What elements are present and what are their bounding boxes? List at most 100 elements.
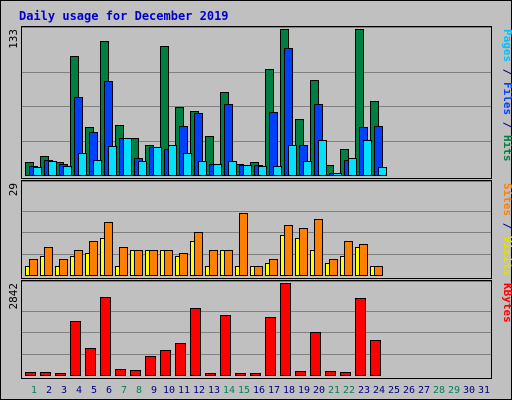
- kbytes-bar-day-2: [40, 372, 51, 376]
- hits_panel-frame: [21, 26, 492, 179]
- sites-bar-day-15: [239, 213, 248, 276]
- pages-bar-day-23: [363, 140, 372, 176]
- kbytes-bar-day-17: [265, 317, 276, 376]
- visits_panel-side-label: Sites / Visits: [501, 183, 512, 276]
- pages-bar-day-18: [288, 145, 297, 176]
- sites-bar-day-14: [224, 250, 233, 276]
- pages-bar-day-4: [78, 153, 87, 176]
- kbytes-bar-day-15: [235, 373, 246, 376]
- kbytes_panel-ymax-label: 2842: [7, 283, 20, 310]
- pages-bar-day-24: [378, 167, 387, 176]
- pages-bar-day-20: [318, 140, 327, 176]
- day-label: 26: [403, 385, 415, 396]
- pages-bar-day-9: [153, 147, 162, 176]
- day-label: 8: [136, 385, 142, 396]
- day-label: 13: [208, 385, 220, 396]
- day-label: 20: [313, 385, 325, 396]
- day-label: 1: [31, 385, 37, 396]
- day-label: 29: [448, 385, 460, 396]
- kbytes-bar-day-20: [310, 332, 321, 376]
- day-label: 9: [151, 385, 157, 396]
- kbytes-bar-day-10: [160, 350, 171, 376]
- pages-bar-day-15: [243, 165, 252, 176]
- sites-bar-day-4: [74, 250, 83, 276]
- visits_panel: 29 Sites / Visits: [7, 180, 512, 279]
- day-label: 4: [76, 385, 82, 396]
- kbytes_panel-side-label: KBytes: [501, 283, 512, 323]
- pages-bar-day-12: [198, 161, 207, 176]
- visits_panel-side-label-part: /: [501, 216, 512, 236]
- pages-bar-day-19: [303, 161, 312, 176]
- pages-bar-day-2: [48, 161, 57, 176]
- kbytes-bar-day-3: [55, 373, 66, 376]
- kbytes_panel-side-label-part: KBytes: [501, 283, 512, 323]
- sites-bar-day-7: [119, 247, 128, 276]
- hits_panel-ymax-label: 133: [7, 29, 20, 49]
- day-label: 16: [253, 385, 265, 396]
- visits_panel-side-label-part: Sites: [501, 183, 512, 216]
- pages-bar-day-13: [213, 164, 222, 176]
- sites-bar-day-2: [44, 247, 53, 276]
- day-label: 14: [223, 385, 235, 396]
- day-label: 3: [61, 385, 67, 396]
- visits_panel-ymax-label: 29: [7, 183, 20, 196]
- day-label: 25: [388, 385, 400, 396]
- sites-bar-day-20: [314, 219, 323, 276]
- kbytes-bar-day-18: [280, 283, 291, 376]
- pages-bar-day-22: [348, 158, 357, 176]
- pages-bar-day-7: [123, 138, 132, 176]
- kbytes-bar-day-1: [25, 372, 36, 376]
- kbytes-bar-day-9: [145, 356, 156, 376]
- kbytes-bar-day-13: [205, 373, 216, 376]
- sites-bar-day-6: [104, 222, 113, 276]
- day-label: 5: [91, 385, 97, 396]
- pages-bar-day-21: [333, 173, 342, 176]
- pages-bar-day-1: [33, 167, 42, 176]
- day-label: 11: [178, 385, 190, 396]
- hits_panel-side-label-part: Files: [501, 82, 512, 115]
- hits_panel-side-label-part: Pages: [501, 29, 512, 62]
- kbytes-bar-day-23: [355, 298, 366, 376]
- kbytes-bar-day-16: [250, 373, 261, 376]
- day-label: 10: [163, 385, 175, 396]
- sites-bar-day-16: [254, 266, 263, 276]
- pages-bar-day-3: [63, 166, 72, 176]
- day-label: 19: [298, 385, 310, 396]
- day-label: 27: [418, 385, 430, 396]
- hits_panel-side-label: Pages / Files / Hits: [501, 29, 512, 162]
- kbytes-bar-day-22: [340, 372, 351, 376]
- kbytes_panel: 2842 KBytes: [7, 280, 512, 379]
- sites-bar-day-12: [194, 232, 203, 276]
- kbytes-bar-day-6: [100, 297, 111, 376]
- pages-bar-day-5: [93, 160, 102, 176]
- pages-bar-day-10: [168, 145, 177, 176]
- day-label: 21: [328, 385, 340, 396]
- sites-bar-day-19: [299, 228, 308, 276]
- sites-bar-day-21: [329, 259, 338, 276]
- sites-bar-day-3: [59, 259, 68, 276]
- hits_panel-side-label-part: Hits: [501, 135, 512, 162]
- day-label: 23: [358, 385, 370, 396]
- sites-bar-day-18: [284, 225, 293, 276]
- pages-bar-day-17: [273, 166, 282, 176]
- kbytes_panel-frame: [21, 280, 492, 379]
- kbytes-bar-day-8: [130, 370, 141, 376]
- sites-bar-day-22: [344, 241, 353, 276]
- pages-bar-day-11: [183, 153, 192, 176]
- sites-bar-day-1: [29, 259, 38, 276]
- kbytes-bar-day-12: [190, 308, 201, 376]
- pages-bar-day-8: [138, 161, 147, 176]
- day-label: 17: [268, 385, 280, 396]
- sites-bar-day-17: [269, 259, 278, 276]
- pages-bar-day-6: [108, 146, 117, 176]
- day-label: 22: [343, 385, 355, 396]
- sites-bar-day-11: [179, 253, 188, 276]
- sites-bar-day-8: [134, 250, 143, 276]
- day-label: 31: [478, 385, 490, 396]
- kbytes-bar-day-11: [175, 343, 186, 376]
- chart-title: Daily usage for December 2019: [19, 9, 229, 23]
- sites-bar-day-24: [374, 266, 383, 276]
- sites-bar-day-9: [149, 250, 158, 276]
